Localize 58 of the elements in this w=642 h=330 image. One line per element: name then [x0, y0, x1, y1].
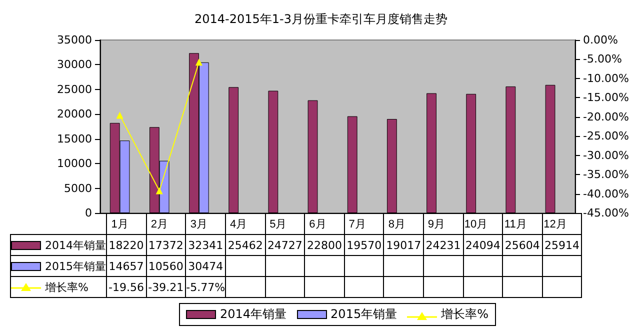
y-tick-label: 10000: [57, 157, 92, 170]
data-label: -39.21: [146, 276, 186, 298]
x-tick-label: 9月: [428, 218, 446, 230]
data-label: 22800: [304, 234, 344, 256]
x-tick-label: 12月: [544, 218, 567, 230]
x-tick-label: 1月: [111, 218, 128, 230]
data-label: 14657: [106, 256, 146, 276]
x-tick-label: 6月: [309, 218, 326, 230]
data-label: 17372: [146, 234, 186, 256]
x-tick-label: 3月: [190, 218, 208, 230]
data-label: 30474: [186, 256, 226, 276]
data-label: 25914: [542, 234, 582, 256]
data-label: 24094: [463, 234, 503, 256]
data-label: 24727: [265, 234, 305, 256]
y-tick-label: 35000: [57, 34, 92, 46]
y-tick-label: 15000: [57, 132, 92, 146]
y2-tick-label: -30.00%: [583, 148, 629, 162]
chart-title: 2014-2015年1-3月份重卡牵引车月度销售走势: [194, 12, 448, 26]
x-tick-label: 4月: [230, 218, 248, 230]
y-tick-label: 0: [85, 206, 92, 220]
y-tick-label: 20000: [57, 108, 92, 121]
y2-tick-label: -40.00%: [583, 187, 629, 200]
x-tick-label: 10月: [464, 218, 488, 230]
text: 增长率%: [441, 307, 488, 321]
data-label: 18220: [106, 234, 146, 256]
point: [116, 112, 124, 119]
x-tick-label: 2月: [150, 218, 168, 230]
data-label: 19017: [384, 234, 424, 256]
y2-tick-label: -25.00%: [583, 130, 629, 143]
data-label: -19.56: [106, 276, 146, 298]
y2-tick-label: -20.00%: [583, 110, 629, 124]
point: [156, 187, 163, 194]
x-tick-label: 11月: [504, 218, 527, 230]
x-tick-label: 8月: [388, 218, 406, 230]
legend-label: 2014年销量: [10, 234, 106, 256]
data-label: 25462: [226, 234, 266, 256]
y2-tick-label: -15.00%: [583, 91, 629, 104]
x-tick-label: 7月: [348, 218, 366, 230]
y-tick-label: 5000: [64, 182, 92, 195]
data-label: -5.77%: [186, 276, 226, 298]
data-label: 24231: [423, 234, 464, 256]
y-tick-label: 30000: [57, 58, 92, 72]
y2-tick-label: -10.00%: [583, 72, 629, 85]
y2-tick-label: -45.00%: [583, 206, 629, 220]
y2-tick-label: 0.00%: [583, 34, 618, 46]
y-tick-label: 25000: [57, 82, 92, 96]
legend-label: 2015年销量: [10, 256, 106, 276]
data-label: 25604: [502, 234, 542, 256]
x-tick-label: 5月: [270, 218, 287, 230]
data-label: 32341: [186, 234, 226, 256]
y2-tick-label: -35.00%: [583, 168, 629, 182]
data-label: 19570: [344, 234, 384, 256]
point: [195, 58, 202, 66]
legend-label: 增长率%: [10, 276, 106, 298]
y2-tick-label: -5.00%: [583, 52, 622, 66]
text: 2015年销量: [330, 307, 398, 321]
data-label: 10560: [146, 256, 186, 276]
text: 2014年销量: [220, 307, 287, 321]
